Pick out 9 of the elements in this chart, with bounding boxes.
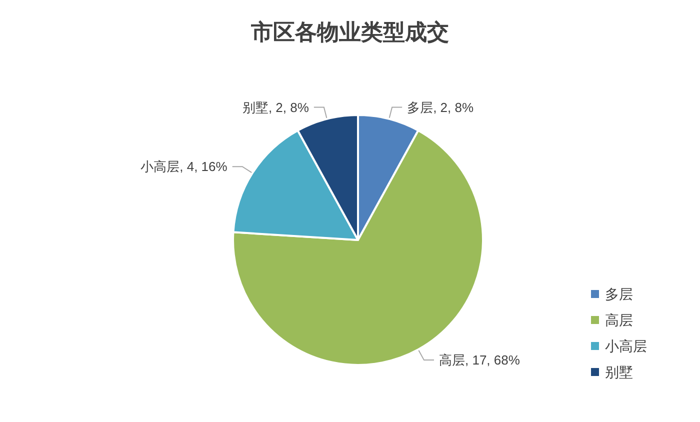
- legend-label: 多层: [605, 286, 633, 302]
- data-label: 小高层, 4, 16%: [140, 159, 228, 174]
- legend-label: 小高层: [605, 338, 647, 354]
- legend-label: 别墅: [605, 364, 633, 380]
- data-label: 多层, 2, 8%: [407, 100, 474, 115]
- chart-title: 市区各物业类型成交: [250, 20, 449, 44]
- data-label: 别墅, 2, 8%: [242, 100, 310, 115]
- legend-label: 高层: [605, 312, 633, 328]
- data-label: 高层, 17, 68%: [439, 352, 520, 368]
